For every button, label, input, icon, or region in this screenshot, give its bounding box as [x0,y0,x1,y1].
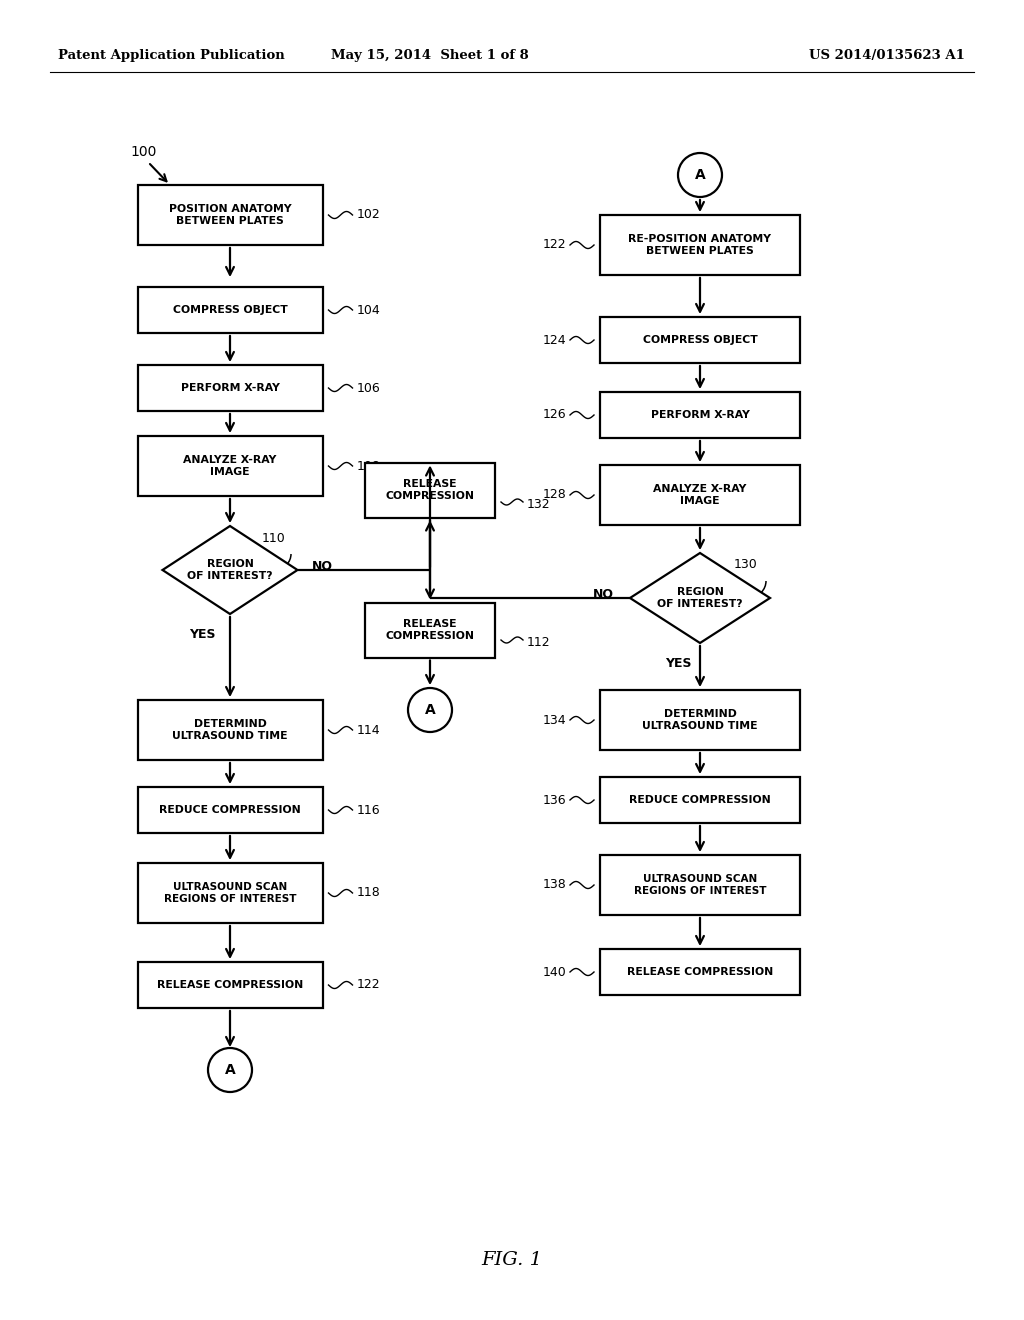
Text: COMPRESS OBJECT: COMPRESS OBJECT [643,335,758,345]
Circle shape [678,153,722,197]
Text: Patent Application Publication: Patent Application Publication [58,49,285,62]
FancyBboxPatch shape [365,462,495,517]
FancyBboxPatch shape [137,286,323,333]
Text: FIG. 1: FIG. 1 [481,1251,543,1269]
Text: 132: 132 [527,499,551,511]
Text: RELEASE
COMPRESSION: RELEASE COMPRESSION [385,479,474,502]
Text: 138: 138 [543,879,566,891]
Text: DETERMIND
ULTRASOUND TIME: DETERMIND ULTRASOUND TIME [172,719,288,742]
Text: 122: 122 [543,239,566,252]
FancyBboxPatch shape [600,215,800,275]
Text: ULTRASOUND SCAN
REGIONS OF INTEREST: ULTRASOUND SCAN REGIONS OF INTEREST [164,882,296,904]
Text: 136: 136 [543,793,566,807]
Circle shape [408,688,452,733]
FancyBboxPatch shape [600,392,800,438]
Text: YES: YES [188,628,215,642]
FancyBboxPatch shape [137,366,323,411]
Text: NO: NO [593,587,614,601]
Text: 110: 110 [262,532,286,544]
Text: 126: 126 [543,408,566,421]
Text: RELEASE COMPRESSION: RELEASE COMPRESSION [627,968,773,977]
Text: NO: NO [311,560,333,573]
Text: ANALYZE X-RAY
IMAGE: ANALYZE X-RAY IMAGE [653,484,746,506]
Text: PERFORM X-RAY: PERFORM X-RAY [650,411,750,420]
Text: 102: 102 [356,209,380,222]
Text: ANALYZE X-RAY
IMAGE: ANALYZE X-RAY IMAGE [183,455,276,478]
Text: 112: 112 [527,636,551,649]
FancyBboxPatch shape [137,787,323,833]
FancyBboxPatch shape [365,602,495,657]
Text: 134: 134 [543,714,566,726]
Polygon shape [163,525,298,614]
Text: 140: 140 [543,965,566,978]
FancyBboxPatch shape [600,855,800,915]
Polygon shape [630,553,770,643]
Text: 100: 100 [130,145,157,158]
Text: 114: 114 [356,723,380,737]
Text: 122: 122 [356,978,380,991]
FancyBboxPatch shape [137,185,323,246]
Text: 108: 108 [356,459,380,473]
FancyBboxPatch shape [137,863,323,923]
Text: US 2014/0135623 A1: US 2014/0135623 A1 [809,49,965,62]
Text: 104: 104 [356,304,380,317]
Text: REDUCE COMPRESSION: REDUCE COMPRESSION [159,805,301,814]
Text: PERFORM X-RAY: PERFORM X-RAY [180,383,280,393]
FancyBboxPatch shape [600,690,800,750]
Text: 118: 118 [356,887,380,899]
Text: DETERMIND
ULTRASOUND TIME: DETERMIND ULTRASOUND TIME [642,709,758,731]
Text: RELEASE COMPRESSION: RELEASE COMPRESSION [157,979,303,990]
Text: A: A [224,1063,236,1077]
Text: COMPRESS OBJECT: COMPRESS OBJECT [173,305,288,315]
Text: YES: YES [665,657,691,671]
Text: 130: 130 [734,557,758,570]
FancyBboxPatch shape [600,949,800,995]
Text: RE-POSITION ANATOMY
BETWEEN PLATES: RE-POSITION ANATOMY BETWEEN PLATES [629,234,771,256]
Text: A: A [425,704,435,717]
Text: POSITION ANATOMY
BETWEEN PLATES: POSITION ANATOMY BETWEEN PLATES [169,203,291,226]
Text: 116: 116 [356,804,380,817]
Text: 124: 124 [543,334,566,346]
FancyBboxPatch shape [137,700,323,760]
Circle shape [208,1048,252,1092]
FancyBboxPatch shape [137,962,323,1008]
Text: REGION
OF INTEREST?: REGION OF INTEREST? [187,558,272,581]
FancyBboxPatch shape [137,436,323,496]
Text: REGION
OF INTEREST?: REGION OF INTEREST? [657,587,742,610]
Text: 106: 106 [356,381,380,395]
Text: May 15, 2014  Sheet 1 of 8: May 15, 2014 Sheet 1 of 8 [331,49,528,62]
Text: REDUCE COMPRESSION: REDUCE COMPRESSION [629,795,771,805]
Text: ULTRASOUND SCAN
REGIONS OF INTEREST: ULTRASOUND SCAN REGIONS OF INTEREST [634,874,766,896]
FancyBboxPatch shape [600,465,800,525]
FancyBboxPatch shape [600,317,800,363]
FancyBboxPatch shape [600,777,800,822]
Text: 128: 128 [543,488,566,502]
Text: A: A [694,168,706,182]
Text: RELEASE
COMPRESSION: RELEASE COMPRESSION [385,619,474,642]
